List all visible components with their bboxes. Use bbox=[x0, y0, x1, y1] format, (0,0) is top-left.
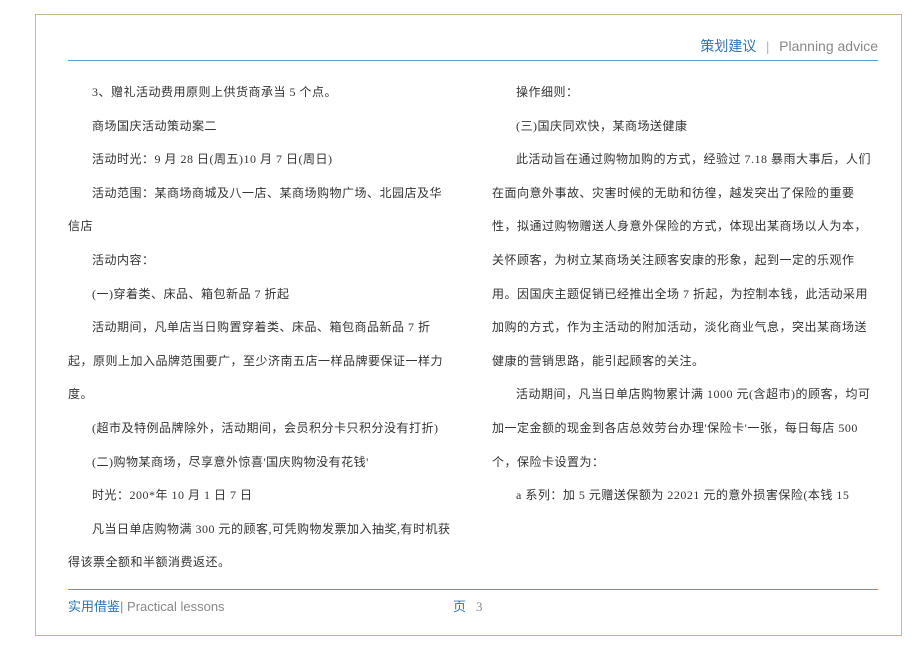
footer-page-number: 3 bbox=[476, 599, 483, 614]
body-paragraph: (三)国庆同欢快，某商场送健康 bbox=[492, 110, 878, 144]
header-separator: | bbox=[766, 40, 769, 55]
body-paragraph: 凡当日单店购物满 300 元的顾客,可凭购物发票加入抽奖,有时机获得该票全额和半… bbox=[68, 513, 454, 580]
body-paragraph: 时光：200*年 10 月 1 日 7 日 bbox=[68, 479, 454, 513]
body-paragraph: 活动内容： bbox=[68, 244, 454, 278]
document-body: 3、赠礼活动费用原则上供货商承当 5 个点。 商场国庆活动策动案二 活动时光：9… bbox=[68, 76, 878, 582]
header-title-en: Planning advice bbox=[779, 38, 878, 54]
header-title-cn: 策划建议 bbox=[700, 38, 756, 54]
page-footer: 实用借鉴| Practical lessons 页 3 bbox=[68, 589, 878, 616]
body-paragraph: 商场国庆活动策动案二 bbox=[68, 110, 454, 144]
footer-page-label: 页 bbox=[453, 599, 466, 614]
body-paragraph: 活动范围：某商场商城及八一店、某商场购物广场、北园店及华信店 bbox=[68, 177, 454, 244]
body-paragraph: (二)购物某商场，尽享意外惊喜'国庆购物没有花钱' bbox=[68, 446, 454, 480]
body-paragraph: (一)穿着类、床品、箱包新品 7 折起 bbox=[68, 278, 454, 312]
footer-label-en: Practical lessons bbox=[123, 599, 224, 614]
body-paragraph: 活动期间，凡当日单店购物累计满 1000 元(含超市)的顾客，均可加一定金额的现… bbox=[492, 378, 878, 479]
page-header: 策划建议 | Planning advice bbox=[68, 36, 878, 61]
body-paragraph: 活动期间，凡单店当日购置穿着类、床品、箱包商品新品 7 折起，原则上加入品牌范围… bbox=[68, 311, 454, 412]
body-paragraph: (超市及特例品牌除外，活动期间，会员积分卡只积分没有打折) bbox=[68, 412, 454, 446]
body-paragraph: 操作细则： bbox=[492, 76, 878, 110]
body-paragraph: 3、赠礼活动费用原则上供货商承当 5 个点。 bbox=[68, 76, 454, 110]
body-paragraph: 活动时光：9 月 28 日(周五)10 月 7 日(周日) bbox=[68, 143, 454, 177]
body-paragraph: a 系列：加 5 元赠送保额为 22021 元的意外损害保险(本钱 15 bbox=[492, 479, 878, 513]
footer-page: 页 3 bbox=[453, 596, 483, 616]
body-paragraph: 此活动旨在通过购物加购的方式，经验过 7.18 暴雨大事后，人们在面向意外事故、… bbox=[492, 143, 878, 378]
footer-label-cn: 实用借鉴 bbox=[68, 599, 120, 614]
